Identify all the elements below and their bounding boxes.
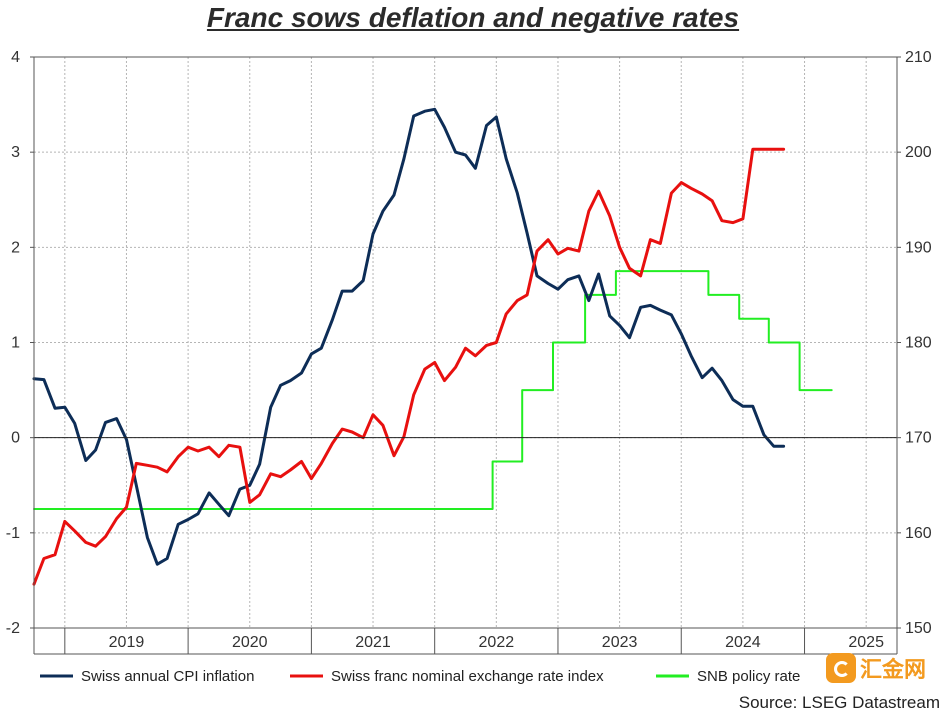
source-note: Source: LSEG Datastream bbox=[738, 693, 940, 712]
axes-layer: -2 150 -1 160 0 170 1 180 2 190 3 200 4 210 2019 2020 20… bbox=[6, 49, 932, 655]
legend-label: Swiss franc nominal exchange rate index bbox=[331, 668, 604, 685]
y-left-tick-label: 3 bbox=[11, 144, 20, 161]
plot-frame bbox=[33, 56, 898, 629]
y-left-tick-label: 2 bbox=[11, 239, 20, 256]
y-left-tick-label: 0 bbox=[11, 430, 20, 447]
x-tick-label: 2020 bbox=[232, 634, 268, 651]
chart-title: Franc sows deflation and negative rates bbox=[206, 2, 740, 33]
x-tick-label: 2022 bbox=[479, 634, 515, 651]
watermark-logo-icon bbox=[826, 653, 856, 683]
y-right-tick-label: 180 bbox=[905, 335, 932, 352]
snb-policy-rate-line bbox=[33, 270, 833, 510]
y-left-tick-label: 4 bbox=[11, 49, 20, 66]
x-tick-label: 2021 bbox=[355, 634, 391, 651]
y-left-tick-label: -2 bbox=[6, 620, 20, 637]
x-tick-label: 2019 bbox=[109, 634, 145, 651]
swiss-franc-nominal-exchange-rate-index-line bbox=[32, 147, 786, 586]
y-left-tick-label: -1 bbox=[6, 525, 20, 542]
y-right-tick-label: 190 bbox=[905, 239, 932, 256]
legend: Swiss annual CPI inflation Swiss franc no… bbox=[40, 668, 800, 685]
x-tick-label: 2023 bbox=[602, 634, 638, 651]
y-left-tick-label: 1 bbox=[11, 335, 20, 352]
grid-layer bbox=[34, 57, 897, 628]
y-right-tick-label: 150 bbox=[905, 620, 932, 637]
y-right-tick-label: 160 bbox=[905, 525, 932, 542]
legend-label: Swiss annual CPI inflation bbox=[81, 668, 254, 685]
watermark-text: 汇金网 bbox=[860, 658, 927, 683]
series-layer bbox=[32, 107, 833, 586]
x-tick-label: 2025 bbox=[848, 634, 884, 651]
y-right-tick-label: 210 bbox=[905, 49, 932, 66]
x-tick-label: 2024 bbox=[725, 634, 761, 651]
watermark: 汇金网 bbox=[826, 652, 926, 684]
swiss-annual-cpi-inflation-line bbox=[32, 107, 786, 566]
legend-label: SNB policy rate bbox=[697, 668, 800, 685]
y-right-tick-label: 200 bbox=[905, 144, 932, 161]
y-right-tick-label: 170 bbox=[905, 430, 932, 447]
